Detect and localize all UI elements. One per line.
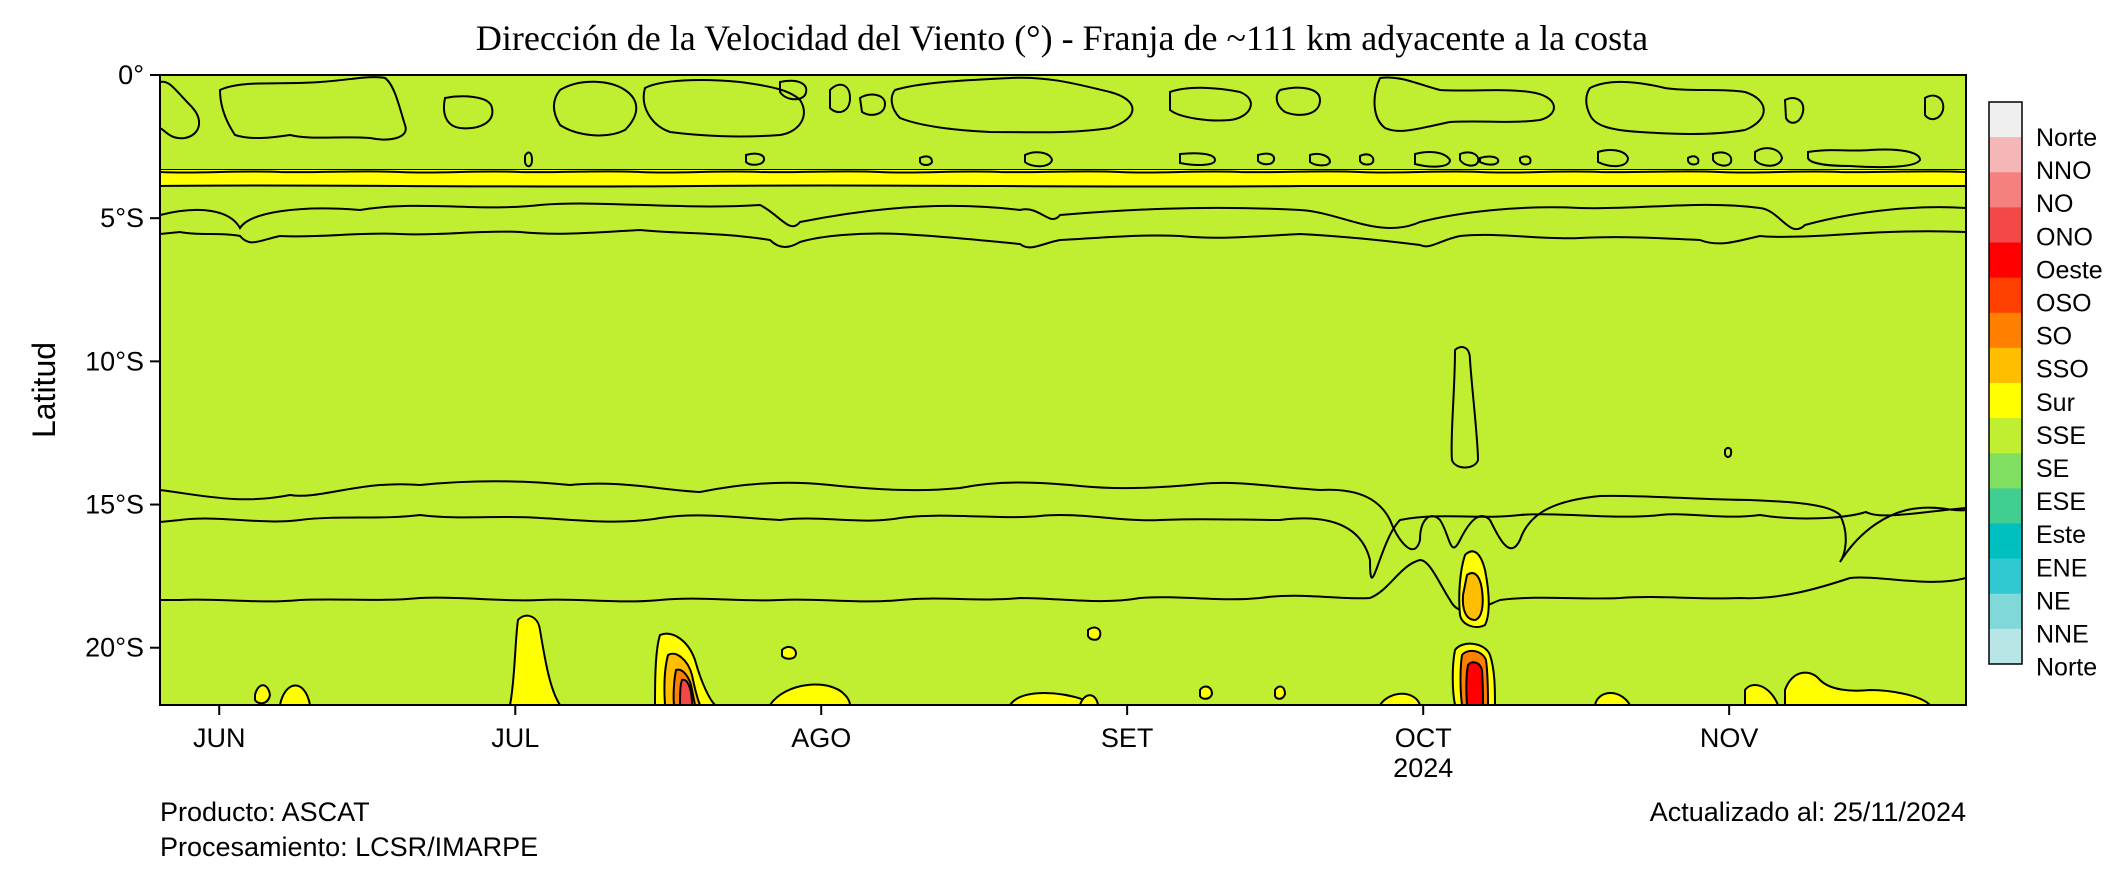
y-tick-label: 5°S bbox=[100, 203, 144, 233]
y-tick-label: 20°S bbox=[85, 633, 144, 663]
colorbar-label: SSO bbox=[2036, 356, 2089, 384]
colorbar-label: Norte bbox=[2036, 124, 2097, 152]
chart-title: Dirección de la Velocidad del Viento (°)… bbox=[476, 18, 1648, 58]
footer-updated: Actualizado al: 25/11/2024 bbox=[1650, 797, 1966, 827]
colorbar-swatch bbox=[1989, 418, 2022, 454]
colorbar-label: SSE bbox=[2036, 422, 2086, 450]
colorbar-label: NO bbox=[2036, 190, 2074, 218]
colorbar-frame bbox=[1988, 101, 2023, 665]
y-tick-label: 10°S bbox=[85, 346, 144, 376]
sur-spot-12s bbox=[1450, 346, 1480, 469]
footer-product: Producto: ASCAT bbox=[160, 797, 370, 827]
colorbar-label: ENE bbox=[2036, 554, 2087, 582]
colorbar-swatch bbox=[1989, 347, 2022, 384]
y-axis-label: Latitud bbox=[26, 342, 62, 438]
colorbar-swatch bbox=[1989, 207, 2022, 243]
band-sur-north bbox=[160, 170, 1966, 185]
x-tick-label: SET bbox=[1101, 723, 1154, 753]
y-tick-label: 0° bbox=[118, 60, 144, 90]
colorbar-label: SO bbox=[2036, 323, 2072, 351]
colorbar-label: ESE bbox=[2036, 488, 2086, 516]
colorbar-swatch bbox=[1989, 628, 2022, 665]
colorbar-swatch bbox=[1989, 593, 2022, 630]
contour-sur-sse-boundary bbox=[160, 184, 1966, 188]
colorbar-label: SE bbox=[2036, 455, 2069, 483]
band-ese bbox=[160, 480, 1966, 612]
colorbar: Norte NNO NO ONO Oeste OSO SO SSO Sur SSE SE ESE Est… bbox=[1988, 101, 2103, 682]
band-sse-north bbox=[160, 169, 1966, 249]
sur-patches-top bbox=[160, 76, 1945, 141]
colorbar-swatch bbox=[1989, 172, 2022, 208]
colorbar-swatch bbox=[1989, 277, 2022, 314]
x-tick-label: NOV bbox=[1700, 723, 1759, 753]
colorbar-swatch bbox=[1989, 453, 2022, 489]
colorbar-swatch bbox=[1989, 102, 2022, 138]
colorbar-label: Norte bbox=[2036, 654, 2097, 682]
plot-frame bbox=[159, 74, 1967, 706]
x-tick-label: JUN bbox=[193, 723, 246, 753]
colorbar-swatch bbox=[1989, 488, 2022, 524]
colorbar-label: NE bbox=[2036, 587, 2071, 615]
colorbar-label: ONO bbox=[2036, 223, 2093, 251]
colorbar-swatch bbox=[1989, 558, 2022, 595]
colorbar-label: NNO bbox=[2036, 157, 2092, 185]
small-contour-nov bbox=[1724, 446, 1733, 458]
colorbar-label: Este bbox=[2036, 521, 2086, 549]
colorbar-swatch bbox=[1989, 137, 2022, 173]
y-tick-label: 15°S bbox=[85, 490, 144, 520]
colorbar-label: Oeste bbox=[2036, 256, 2103, 284]
colorbar-swatch bbox=[1989, 242, 2022, 279]
x-tick-label: OCT bbox=[1395, 723, 1452, 753]
band-sso bbox=[160, 75, 1966, 174]
colorbar-label: OSO bbox=[2036, 290, 2092, 318]
x-tick-sublabel: 2024 bbox=[1393, 753, 1453, 783]
footer-processing: Procesamiento: LCSR/IMARPE bbox=[160, 832, 538, 862]
band-se bbox=[160, 202, 1966, 579]
colorbar-label: NNE bbox=[2036, 621, 2089, 649]
y-axis: 0° 5°S 10°S 15°S 20°S bbox=[85, 60, 160, 663]
contour-plot-area bbox=[160, 75, 1966, 705]
colorbar-swatch bbox=[1989, 383, 2022, 419]
x-tick-label: JUL bbox=[491, 723, 539, 753]
x-tick-label: AGO bbox=[791, 723, 851, 753]
colorbar-label: Sur bbox=[2036, 389, 2075, 417]
so-patches bbox=[524, 147, 1922, 169]
colorbar-swatch bbox=[1989, 312, 2022, 349]
colorbar-swatch bbox=[1989, 523, 2022, 560]
